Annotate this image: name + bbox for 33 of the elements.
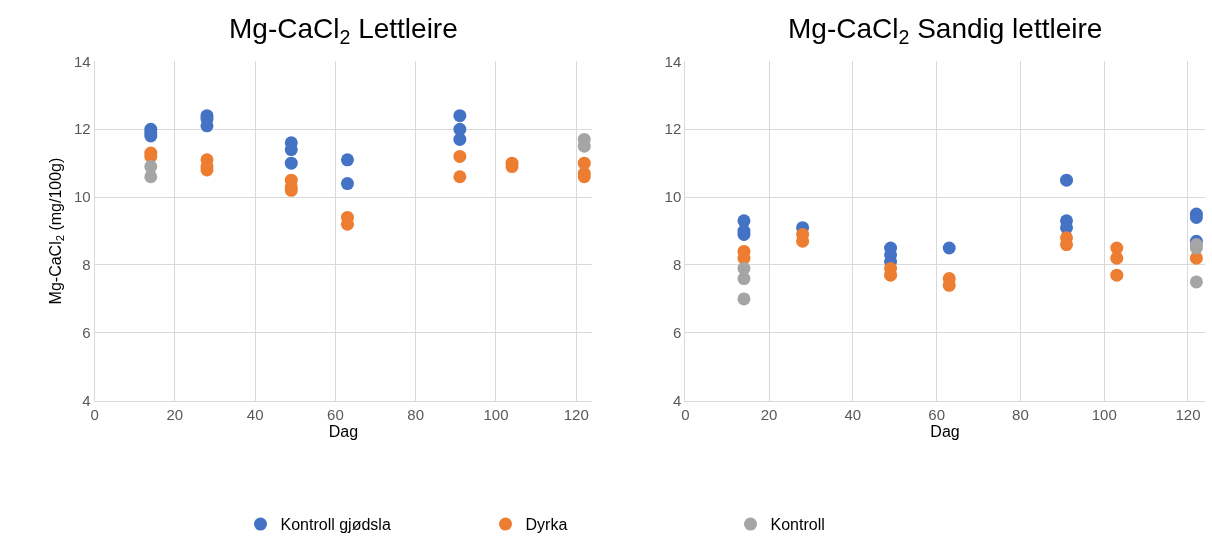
x-tick-label: 0	[90, 405, 99, 423]
x-tick-label: 60	[928, 405, 945, 423]
x-tick-label: 120	[1175, 405, 1201, 423]
x-tick-label: 100	[1091, 405, 1117, 423]
y-tick-label: 12	[664, 120, 682, 138]
x-tick-label: 20	[760, 405, 778, 423]
legend-label: Kontroll	[770, 516, 825, 534]
x-tick-label: 60	[327, 405, 344, 423]
y-tick-label: 4	[672, 391, 682, 409]
y-tick-label: 10	[73, 188, 91, 206]
x-axis-title: Dag	[328, 423, 359, 441]
y-tick-label: 6	[672, 324, 682, 342]
y-tick-label: 14	[664, 52, 682, 70]
y-tick-label: 10	[664, 188, 682, 206]
legend-label: Kontroll gjødsla	[280, 516, 391, 534]
x-tick-label: 80	[1012, 405, 1029, 423]
x-tick-label: 0	[681, 405, 690, 423]
y-tick-label: 4	[82, 391, 91, 409]
y-tick-label: 8	[82, 256, 91, 274]
chart-title: Mg-CaCl$_{2}$ Lettleire	[229, 13, 458, 48]
y-tick-label: 6	[82, 324, 91, 342]
y-tick-label: 8	[672, 256, 682, 274]
x-tick-label: 20	[166, 405, 184, 423]
x-tick-label: 40	[246, 405, 264, 423]
x-tick-label: 100	[483, 405, 509, 423]
y-tick-label: 12	[73, 120, 91, 138]
x-tick-label: 40	[844, 405, 862, 423]
x-axis-title: Dag	[930, 423, 960, 441]
y-tick-label: 14	[73, 52, 91, 70]
x-tick-label: 80	[407, 405, 425, 423]
chart-title: Mg-CaCl$_{2}$ Sandig lettleire	[788, 13, 1103, 48]
x-tick-label: 120	[563, 405, 589, 423]
legend-label: Dyrka	[525, 516, 568, 534]
